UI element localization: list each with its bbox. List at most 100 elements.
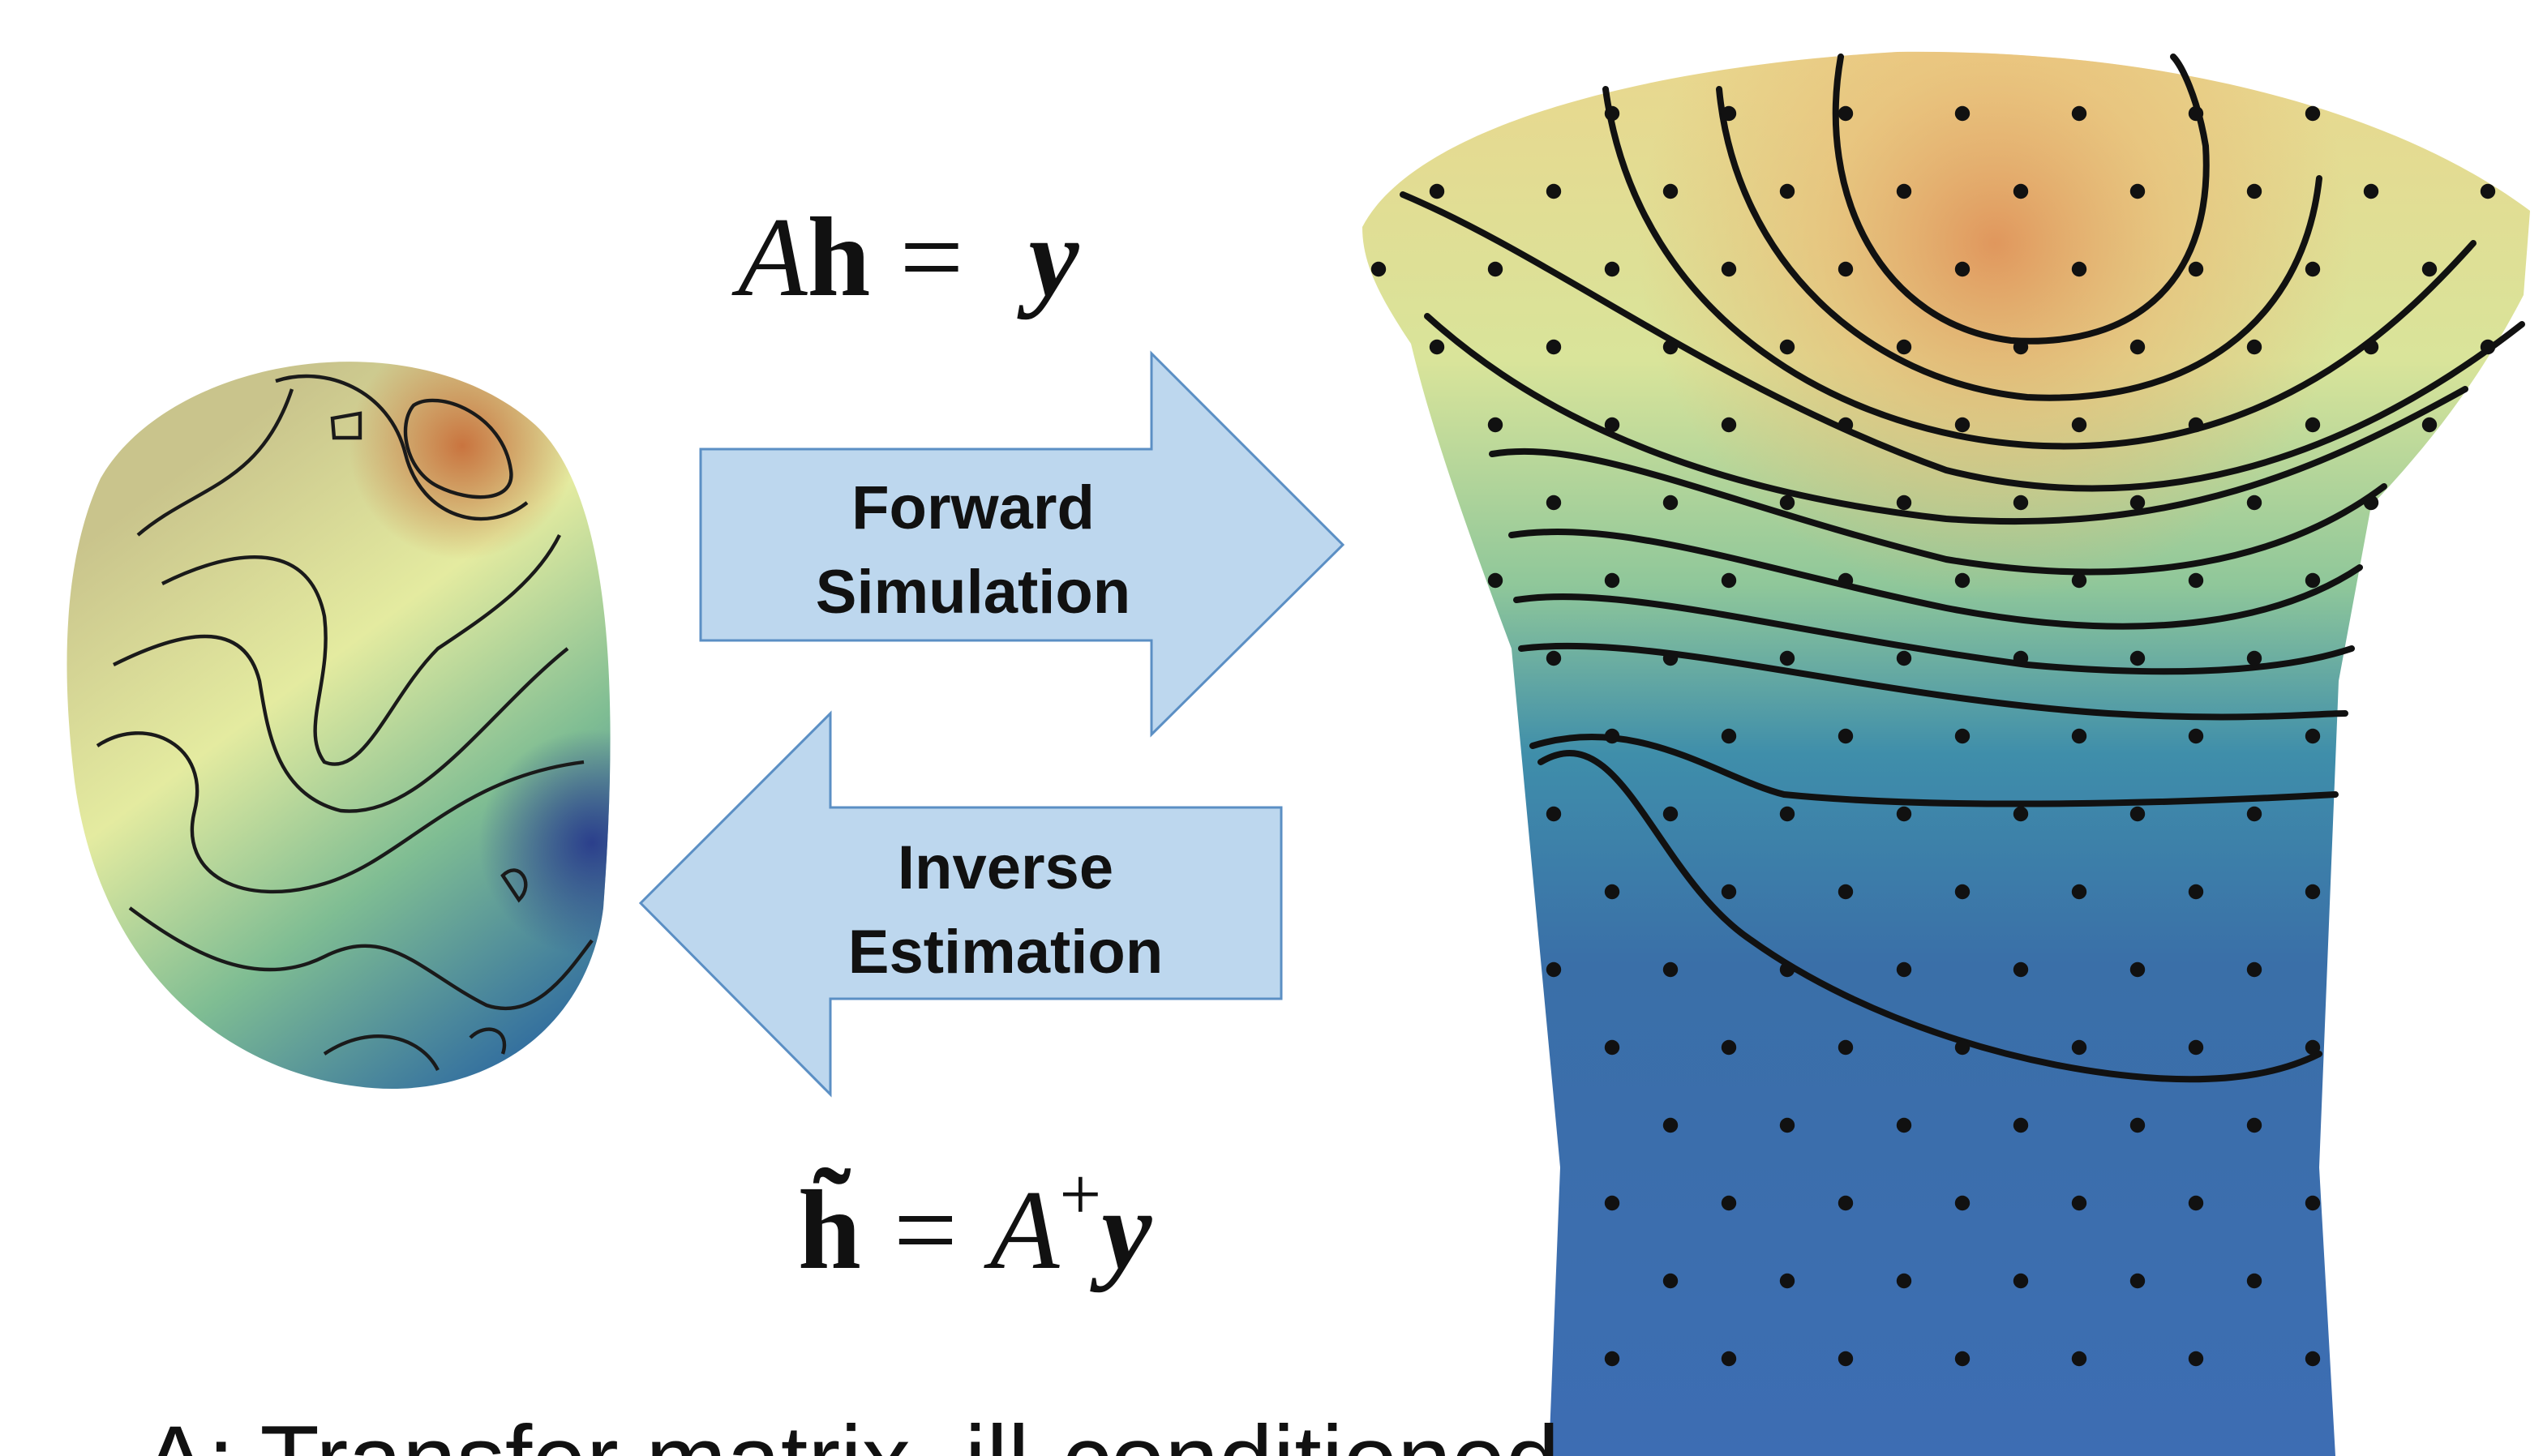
electrode-dot xyxy=(2071,1195,2087,1211)
eq-symbol: + xyxy=(1059,1153,1101,1235)
electrode-dot xyxy=(2188,261,2204,277)
forward-arrow: Forward Simulation xyxy=(699,350,1345,738)
electrode-dot xyxy=(2305,1195,2321,1211)
electrode-dot xyxy=(1954,105,1971,122)
electrode-dot xyxy=(2013,650,2029,666)
electrode-dot xyxy=(2071,884,2087,900)
electrode-dot xyxy=(1838,105,1854,122)
electrode-dot xyxy=(1721,417,1737,433)
electrode-dot xyxy=(2363,339,2379,355)
electrode-dot xyxy=(1896,495,1912,511)
eq-symbol: h̃ xyxy=(798,1167,861,1293)
electrode-dot xyxy=(2188,105,2204,122)
electrode-dot xyxy=(2246,339,2262,355)
electrode-dot xyxy=(2013,183,2029,199)
electrode-dot xyxy=(2363,183,2379,199)
electrode-dot xyxy=(1954,261,1971,277)
electrode-dot xyxy=(1779,339,1795,355)
inverse-equation: h̃ = A+y xyxy=(798,1153,1152,1293)
electrode-dot xyxy=(1487,572,1503,589)
electrode-dot xyxy=(2305,884,2321,900)
electrode-dot xyxy=(1604,417,1620,433)
electrode-dot xyxy=(1662,183,1679,199)
forward-equation: Ah = y xyxy=(731,195,1079,320)
electrode-dot xyxy=(2246,183,2262,199)
electrode-dot xyxy=(2129,339,2146,355)
electrode-dot xyxy=(1721,105,1737,122)
electrode-dot xyxy=(2071,1351,2087,1367)
electrode-dot xyxy=(1954,1351,1971,1367)
electrode-dot xyxy=(1546,806,1562,822)
electrode-dot xyxy=(2071,572,2087,589)
electrode-dot xyxy=(1779,1273,1795,1289)
electrode-dot xyxy=(1604,1351,1620,1367)
footnote: A: Transfer matrix, ill-conditioned xyxy=(143,1406,1559,1456)
electrode-dot xyxy=(2071,728,2087,744)
electrode-dot xyxy=(2129,1273,2146,1289)
electrode-dot xyxy=(2305,572,2321,589)
electrode-dot xyxy=(1954,728,1971,744)
electrode-dot xyxy=(2305,1039,2321,1056)
electrode-dot xyxy=(2129,1117,2146,1133)
electrode-dot xyxy=(2188,572,2204,589)
electrode-dot xyxy=(1721,1195,1737,1211)
electrode-dot xyxy=(2188,1351,2204,1367)
electrode-dot xyxy=(1604,1039,1620,1056)
electrode-dot xyxy=(1487,261,1503,277)
electrode-dot xyxy=(1370,261,1387,277)
electrode-dot xyxy=(1604,728,1620,744)
electrode-dot xyxy=(2421,417,2438,433)
electrode-dot xyxy=(1604,572,1620,589)
electrode-dot xyxy=(1429,183,1445,199)
electrode-dot xyxy=(1604,1195,1620,1211)
electrode-dot xyxy=(1838,884,1854,900)
electrode-dot xyxy=(1838,1195,1854,1211)
electrode-dot xyxy=(1954,884,1971,900)
electrode-dot xyxy=(1896,806,1912,822)
electrode-dot xyxy=(1721,1351,1737,1367)
electrode-dot xyxy=(1954,1195,1971,1211)
electrode-dot xyxy=(1721,728,1737,744)
electrode-dot xyxy=(1896,1273,1912,1289)
electrode-dot xyxy=(2305,1351,2321,1367)
electrode-dot xyxy=(1721,1039,1737,1056)
electrode-dot xyxy=(1896,650,1912,666)
electrode-dot xyxy=(2480,183,2496,199)
electrode-dot xyxy=(1779,495,1795,511)
electrode-dot xyxy=(2071,1039,2087,1056)
electrode-dot xyxy=(2480,339,2496,355)
electrode-dots xyxy=(1370,105,2496,1367)
electrode-dot xyxy=(2246,650,2262,666)
arrow-label: Simulation xyxy=(816,558,1130,627)
electrode-dot xyxy=(1546,495,1562,511)
torso-model xyxy=(1362,51,2530,1456)
electrode-dot xyxy=(2129,961,2146,978)
eq-symbol: A xyxy=(984,1167,1060,1293)
electrode-dot xyxy=(1838,728,1854,744)
electrode-dot xyxy=(1662,339,1679,355)
electrode-dot xyxy=(1662,961,1679,978)
electrode-dot xyxy=(2421,261,2438,277)
eq-symbol: A xyxy=(731,195,808,320)
electrode-dot xyxy=(2188,884,2204,900)
electrode-dot xyxy=(2188,728,2204,744)
electrode-dot xyxy=(2188,1195,2204,1211)
electrode-dot xyxy=(1429,339,1445,355)
electrode-dot xyxy=(1779,961,1795,978)
electrode-dot xyxy=(1662,495,1679,511)
eq-symbol: y xyxy=(1016,195,1079,320)
electrode-dot xyxy=(2129,495,2146,511)
electrode-dot xyxy=(1779,183,1795,199)
heart-model xyxy=(66,362,611,1090)
electrode-dot xyxy=(1604,884,1620,900)
eq-symbol: h xyxy=(808,195,871,320)
electrode-dot xyxy=(1546,961,1562,978)
electrode-dot xyxy=(1838,417,1854,433)
eq-symbol: = xyxy=(894,1167,958,1293)
electrode-dot xyxy=(2305,261,2321,277)
arrow-label: Forward xyxy=(851,473,1095,542)
electrode-dot xyxy=(1721,261,1737,277)
electrode-dot xyxy=(2013,1117,2029,1133)
electrode-dot xyxy=(2129,183,2146,199)
